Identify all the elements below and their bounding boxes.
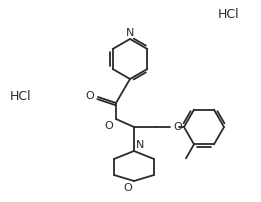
- Text: O: O: [104, 121, 113, 131]
- Text: N: N: [136, 140, 144, 150]
- Text: O: O: [173, 122, 182, 132]
- Text: O: O: [123, 183, 132, 193]
- Text: O: O: [85, 91, 94, 101]
- Text: HCl: HCl: [10, 90, 32, 103]
- Text: HCl: HCl: [218, 7, 240, 20]
- Text: N: N: [126, 27, 134, 38]
